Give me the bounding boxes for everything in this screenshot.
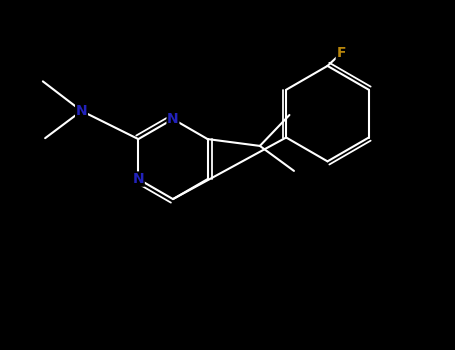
Text: N: N [76,104,87,118]
Text: F: F [336,46,346,60]
Text: N: N [132,172,144,186]
Text: N: N [167,112,179,126]
